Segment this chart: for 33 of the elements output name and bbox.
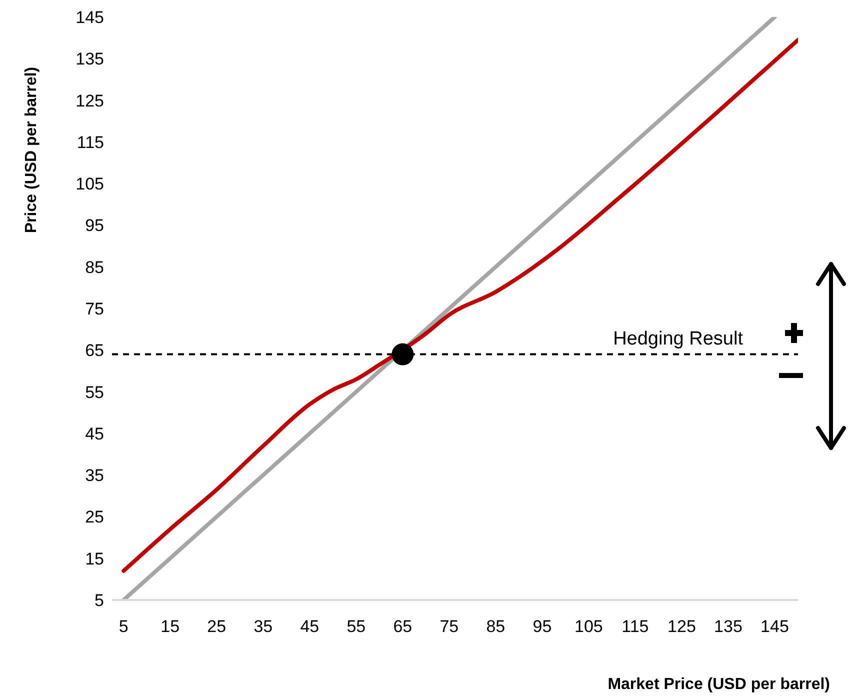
x-tick-label: 135 xyxy=(714,617,742,636)
y-tick-label: 15 xyxy=(85,549,104,568)
x-tick-label: 35 xyxy=(254,617,273,636)
y-tick-label: 55 xyxy=(85,382,104,402)
x-tick-label: 95 xyxy=(532,617,552,636)
y-tick-label: 75 xyxy=(85,300,104,319)
y-tick-label: 125 xyxy=(76,91,104,110)
x-tick-label: 75 xyxy=(440,617,459,636)
x-tick-label: 65 xyxy=(393,617,412,636)
y-tick-label: 65 xyxy=(85,341,104,360)
y-tick-label: 135 xyxy=(76,50,104,69)
y-tick-label: 95 xyxy=(85,216,104,236)
y-tick-label: 25 xyxy=(85,508,104,527)
x-tick-label: 85 xyxy=(486,617,506,636)
y-axis-title: Price (USD per barrel) xyxy=(23,66,40,234)
y-tick-label: 105 xyxy=(76,174,104,194)
x-tick-label: 145 xyxy=(760,617,789,636)
x-tick-label: 25 xyxy=(207,617,226,636)
y-tick-label: 115 xyxy=(76,132,104,152)
x-tick-label: 45 xyxy=(300,617,320,636)
x-tick-label: 115 xyxy=(622,617,649,636)
y-tick-label: 85 xyxy=(85,258,104,277)
y-tick-label: 35 xyxy=(85,466,104,486)
x-axis-title: Market Price (USD per barrel) xyxy=(608,676,830,693)
ref-line-label: Hedging Result xyxy=(613,328,744,350)
x-tick-label: 15 xyxy=(160,617,180,636)
y-tick-label: 145 xyxy=(76,8,104,28)
x-tick-label: 5 xyxy=(118,617,128,636)
y-tick-label: 45 xyxy=(85,424,104,444)
x-tick-label: 105 xyxy=(574,617,603,636)
x-tick-label: 125 xyxy=(668,617,696,636)
x-tick-label: 55 xyxy=(346,617,366,636)
y-tick-label: 5 xyxy=(94,591,104,610)
